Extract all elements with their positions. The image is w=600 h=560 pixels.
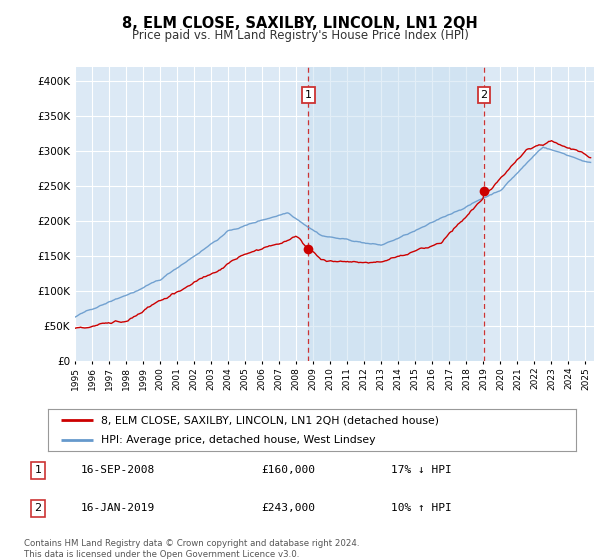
Text: 16-JAN-2019: 16-JAN-2019 xyxy=(80,503,155,513)
Text: 16-SEP-2008: 16-SEP-2008 xyxy=(80,465,155,475)
Text: Price paid vs. HM Land Registry's House Price Index (HPI): Price paid vs. HM Land Registry's House … xyxy=(131,29,469,42)
Text: £160,000: £160,000 xyxy=(261,465,315,475)
Text: 10% ↑ HPI: 10% ↑ HPI xyxy=(391,503,451,513)
Bar xyxy=(308,67,484,361)
Text: 2: 2 xyxy=(35,503,41,513)
Text: HPI: Average price, detached house, West Lindsey: HPI: Average price, detached house, West… xyxy=(101,435,376,445)
Text: 2: 2 xyxy=(481,90,488,100)
Text: 8, ELM CLOSE, SAXILBY, LINCOLN, LN1 2QH: 8, ELM CLOSE, SAXILBY, LINCOLN, LN1 2QH xyxy=(122,16,478,31)
Text: 17% ↓ HPI: 17% ↓ HPI xyxy=(391,465,451,475)
Text: 1: 1 xyxy=(305,90,312,100)
Text: Contains HM Land Registry data © Crown copyright and database right 2024.
This d: Contains HM Land Registry data © Crown c… xyxy=(24,539,359,559)
Text: 8, ELM CLOSE, SAXILBY, LINCOLN, LN1 2QH (detached house): 8, ELM CLOSE, SAXILBY, LINCOLN, LN1 2QH … xyxy=(101,415,439,425)
Text: 1: 1 xyxy=(35,465,41,475)
Text: £243,000: £243,000 xyxy=(261,503,315,513)
